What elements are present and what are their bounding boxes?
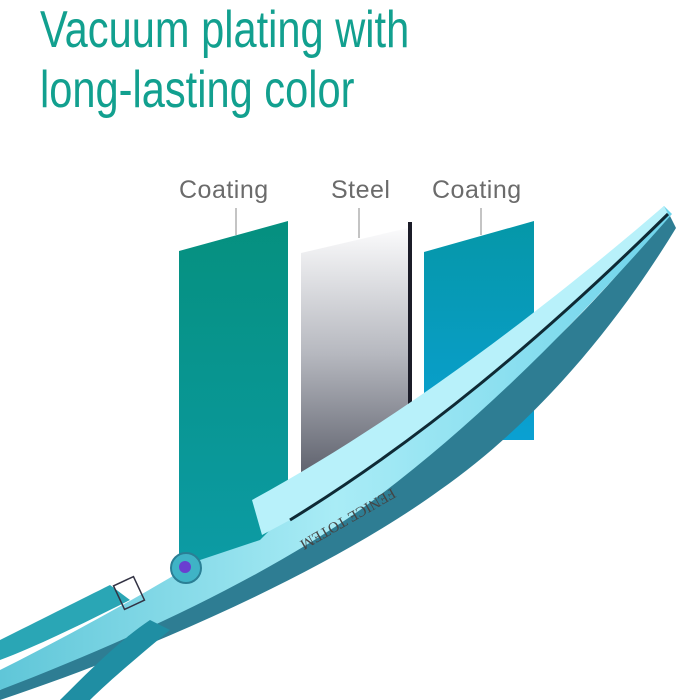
headline-line-1: Vacuum plating with [40,1,410,59]
scissors: FENICE TOTEM [0,206,676,700]
layer-label-coating-right: Coating [432,176,522,204]
steel-layer [301,228,408,480]
layer-label-coating-left: Coating [179,176,269,204]
steel-edge [408,222,412,482]
headline-line-2: long-lasting color [40,61,355,119]
layer-label-steel: Steel [331,176,391,204]
coating-layer-left [179,221,288,560]
logo-stamp-icon [112,575,146,611]
headline: Vacuum plating with long-lasting color [40,0,409,120]
